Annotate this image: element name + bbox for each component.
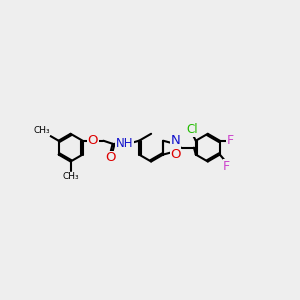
Text: CH₃: CH₃ (33, 126, 50, 135)
Text: N: N (171, 134, 180, 147)
Text: Cl: Cl (186, 123, 198, 136)
Text: NH: NH (116, 136, 133, 149)
Text: CH₃: CH₃ (62, 172, 79, 181)
Text: O: O (87, 134, 98, 147)
Text: O: O (170, 148, 181, 161)
Text: O: O (105, 151, 116, 164)
Text: F: F (227, 134, 234, 147)
Text: F: F (223, 160, 230, 172)
